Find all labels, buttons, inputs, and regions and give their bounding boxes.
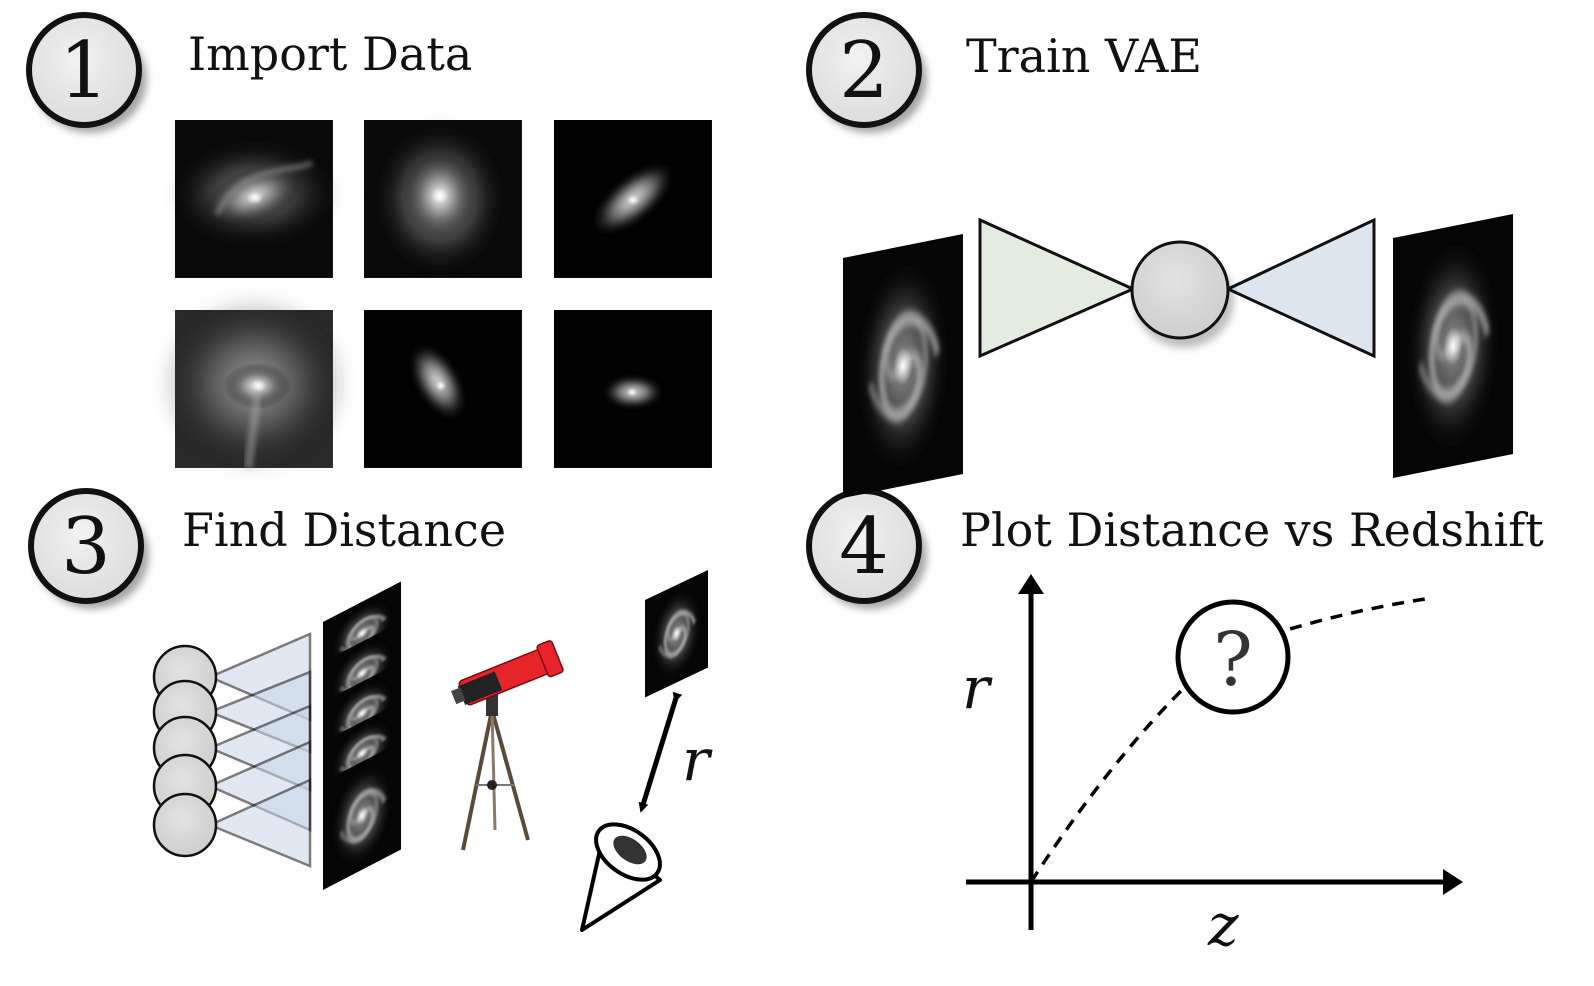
step-3-badge: 3 [28,488,149,609]
vae-diagram [843,214,1513,498]
galaxy-grid [159,120,712,474]
unknown-marker: ? [1213,617,1253,703]
distance-arrow [638,691,683,813]
step-3-title: Find Distance [182,503,506,557]
y-axis-label: r [962,654,993,722]
vae-input-image [843,234,963,498]
vae-output-image [1393,214,1513,478]
distance-redshift-plot: r z ? [962,574,1463,959]
step-4-badge: 4 [806,488,927,609]
galaxy-image [364,120,522,278]
decoder-triangle [1224,217,1376,359]
galaxy-image [159,294,349,474]
galaxy-image [169,120,339,278]
step-4-title: Plot Distance vs Redshift [960,503,1544,557]
neural-network [152,582,401,891]
observed-galaxy-image [645,570,708,698]
galaxy-image [364,310,522,468]
step-1-badge: 1 [26,12,147,133]
galaxy-image [554,310,712,468]
trend-curve-extension [1269,596,1433,637]
svg-text:3: 3 [61,502,111,592]
x-axis-label: z [1207,891,1239,959]
svg-text:1: 1 [59,26,109,116]
svg-text:4: 4 [839,502,889,592]
network-node [152,792,218,858]
observer-cone-icon [580,822,662,932]
encoder-triangle [978,217,1137,359]
distance-symbol: r [682,726,713,794]
latent-node [1130,240,1230,340]
unknown-circle [1175,599,1291,715]
svg-text:2: 2 [839,26,889,116]
telescope-icon [451,640,564,851]
step-2-badge: 2 [806,12,927,133]
step-1-title: Import Data [188,27,472,81]
trend-curve [1029,678,1194,883]
galaxy-image [554,120,712,278]
step-2-title: Train VAE [966,29,1202,83]
